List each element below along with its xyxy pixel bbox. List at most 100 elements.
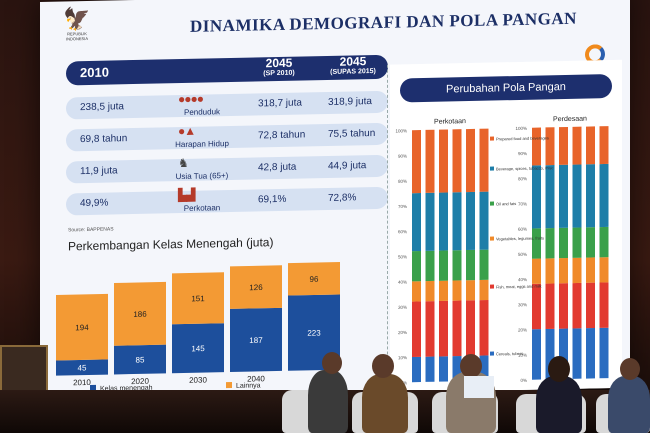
- food-pattern-title: Perubahan Pola Pangan: [400, 74, 612, 103]
- header-2045-supas-year: 2045: [339, 54, 367, 69]
- cell-2045-sp: 318,7 juta: [258, 97, 302, 110]
- stack-segment: [412, 193, 421, 252]
- cell-2045-supas: 318,9 juta: [328, 96, 372, 108]
- y-tick-label: 100%: [515, 126, 527, 131]
- table-row: 11,9 juta ♞ Usia Tua (65+) 42,8 juta 44,…: [66, 154, 388, 184]
- legend-swatch: [490, 201, 494, 206]
- stack-segment: [545, 228, 555, 259]
- stack-segment: [572, 257, 582, 284]
- cell-2010: 238,5 juta: [80, 101, 124, 114]
- bar-data-label: 126: [249, 283, 263, 292]
- legend-swatch: [490, 284, 494, 289]
- stack-segment: [586, 227, 595, 258]
- y-tick-label: 90%: [518, 151, 527, 156]
- row-label: Perkotaan: [183, 203, 221, 213]
- header-2045-sp-sub: (SP 2010): [263, 69, 295, 78]
- cell-2045-sp: 69,1%: [258, 193, 287, 206]
- header-2045-supas-sub: (SUPAS 2015): [330, 67, 376, 76]
- header-2045-supas: 2045 (SUPAS 2015): [316, 54, 390, 77]
- cell-2010: 11,9 juta: [80, 165, 118, 178]
- panelist: [362, 374, 408, 433]
- stack-segment: [412, 356, 421, 383]
- stack-segment: [532, 165, 541, 229]
- legend-swatch: [490, 236, 494, 241]
- bar-kelas-menengah: [56, 359, 108, 376]
- panelist-head: [372, 354, 394, 378]
- legend-label: Vegetables, legumes, fruits: [496, 235, 544, 241]
- panelist: [608, 376, 650, 433]
- stack-segment: [586, 164, 595, 228]
- stack-segment: [572, 227, 582, 258]
- panel-title: Perdesaan: [553, 116, 587, 124]
- bar-data-label: 151: [191, 294, 205, 303]
- table-row: 238,5 juta ●●●● Penduduk 318,7 juta 318,…: [66, 90, 388, 120]
- panelist-head: [620, 358, 640, 380]
- bar-kelas-menengah: [230, 307, 282, 373]
- stack-segment: [586, 282, 595, 329]
- bar-data-label: 45: [78, 363, 87, 372]
- bar-kelas-menengah: [114, 344, 166, 375]
- y-tick-label: 90%: [398, 154, 407, 159]
- y-tick-label: 0%: [520, 378, 527, 383]
- stack-segment: [545, 258, 555, 284]
- stack-segment: [439, 356, 448, 382]
- stack-segment: [599, 163, 609, 228]
- stack-segment: [439, 280, 448, 302]
- bar-lainnya: [114, 281, 166, 346]
- stack-segment: [466, 280, 475, 301]
- panelist-head: [548, 356, 570, 382]
- stack-segment: [452, 192, 462, 251]
- stack-segment: [586, 327, 595, 379]
- x-tick-label: 2010: [73, 378, 91, 387]
- stack-segment: [425, 280, 435, 302]
- bar-data-label: 223: [307, 328, 321, 337]
- stack-segment: [599, 226, 609, 258]
- stack-segment: [466, 300, 475, 356]
- y-tick-label: 40%: [398, 280, 407, 285]
- stack-segment: [586, 126, 595, 165]
- panel-title: Perkotaan: [434, 118, 466, 126]
- stack-segment: [599, 282, 609, 328]
- stack-segment: [532, 283, 541, 330]
- stack-segment: [572, 164, 582, 228]
- row-label: Penduduk: [183, 107, 221, 117]
- table-header: 2010 2045 (SP 2010) 2045 (SUPAS 2015): [66, 54, 390, 86]
- middle-class-bar-chart: 45 194 2010 85 186 2020 145 151 2030 187 126 2040 22…: [56, 262, 340, 393]
- stack-segment: [532, 127, 541, 166]
- cell-2045-sp: 72,8 tahun: [258, 129, 306, 142]
- table-row: 49,9% ▙▟ Perkotaan 69,1% 72,8%: [66, 186, 388, 216]
- panelist: [308, 370, 348, 433]
- food-pattern-stacked-chart: Perkotaan 0% 10% 20% 30% 40% 50% 60% 70% 80% 90% 10…: [395, 116, 609, 385]
- legend-label: Beverage, spices, tobacco, misc: [496, 165, 553, 171]
- y-tick-label: 80%: [398, 179, 407, 184]
- bar-data-label: 145: [191, 344, 205, 353]
- stack-segment: [439, 300, 448, 357]
- y-tick-label: 80%: [518, 176, 527, 181]
- y-tick-label: 50%: [518, 252, 527, 257]
- stack-segment: [452, 129, 462, 193]
- stack-segment: [466, 128, 475, 193]
- stack-segment: [532, 258, 541, 284]
- panelist: [536, 376, 582, 433]
- bar-data-label: 186: [133, 310, 147, 319]
- stack-segment: [572, 328, 582, 379]
- y-tick-label: 10%: [398, 355, 407, 360]
- panelist-head: [460, 354, 482, 378]
- stack-segment: [599, 126, 609, 165]
- garuda-logo: 🦅 REPUBLIK INDONESIA: [62, 6, 92, 46]
- bar-lainnya: [56, 293, 108, 361]
- slide-title: DINAMIKA DEMOGRAFI DAN POLA PANGAN: [190, 8, 577, 36]
- stack-segment: [599, 257, 609, 283]
- stack-segment: [545, 283, 555, 330]
- stack-segment: [425, 250, 435, 282]
- stack-segment: [412, 250, 421, 282]
- x-tick-label: 2030: [189, 375, 207, 384]
- stack-segment: [559, 164, 568, 228]
- stack-segment: [545, 165, 555, 229]
- bar-kelas-menengah: [172, 323, 224, 374]
- y-tick-label: 30%: [398, 305, 407, 310]
- y-tick-label: 10%: [518, 353, 527, 358]
- stack-segment: [425, 129, 435, 193]
- family-icon: ●▲: [178, 123, 196, 139]
- stack-segment: [412, 130, 421, 194]
